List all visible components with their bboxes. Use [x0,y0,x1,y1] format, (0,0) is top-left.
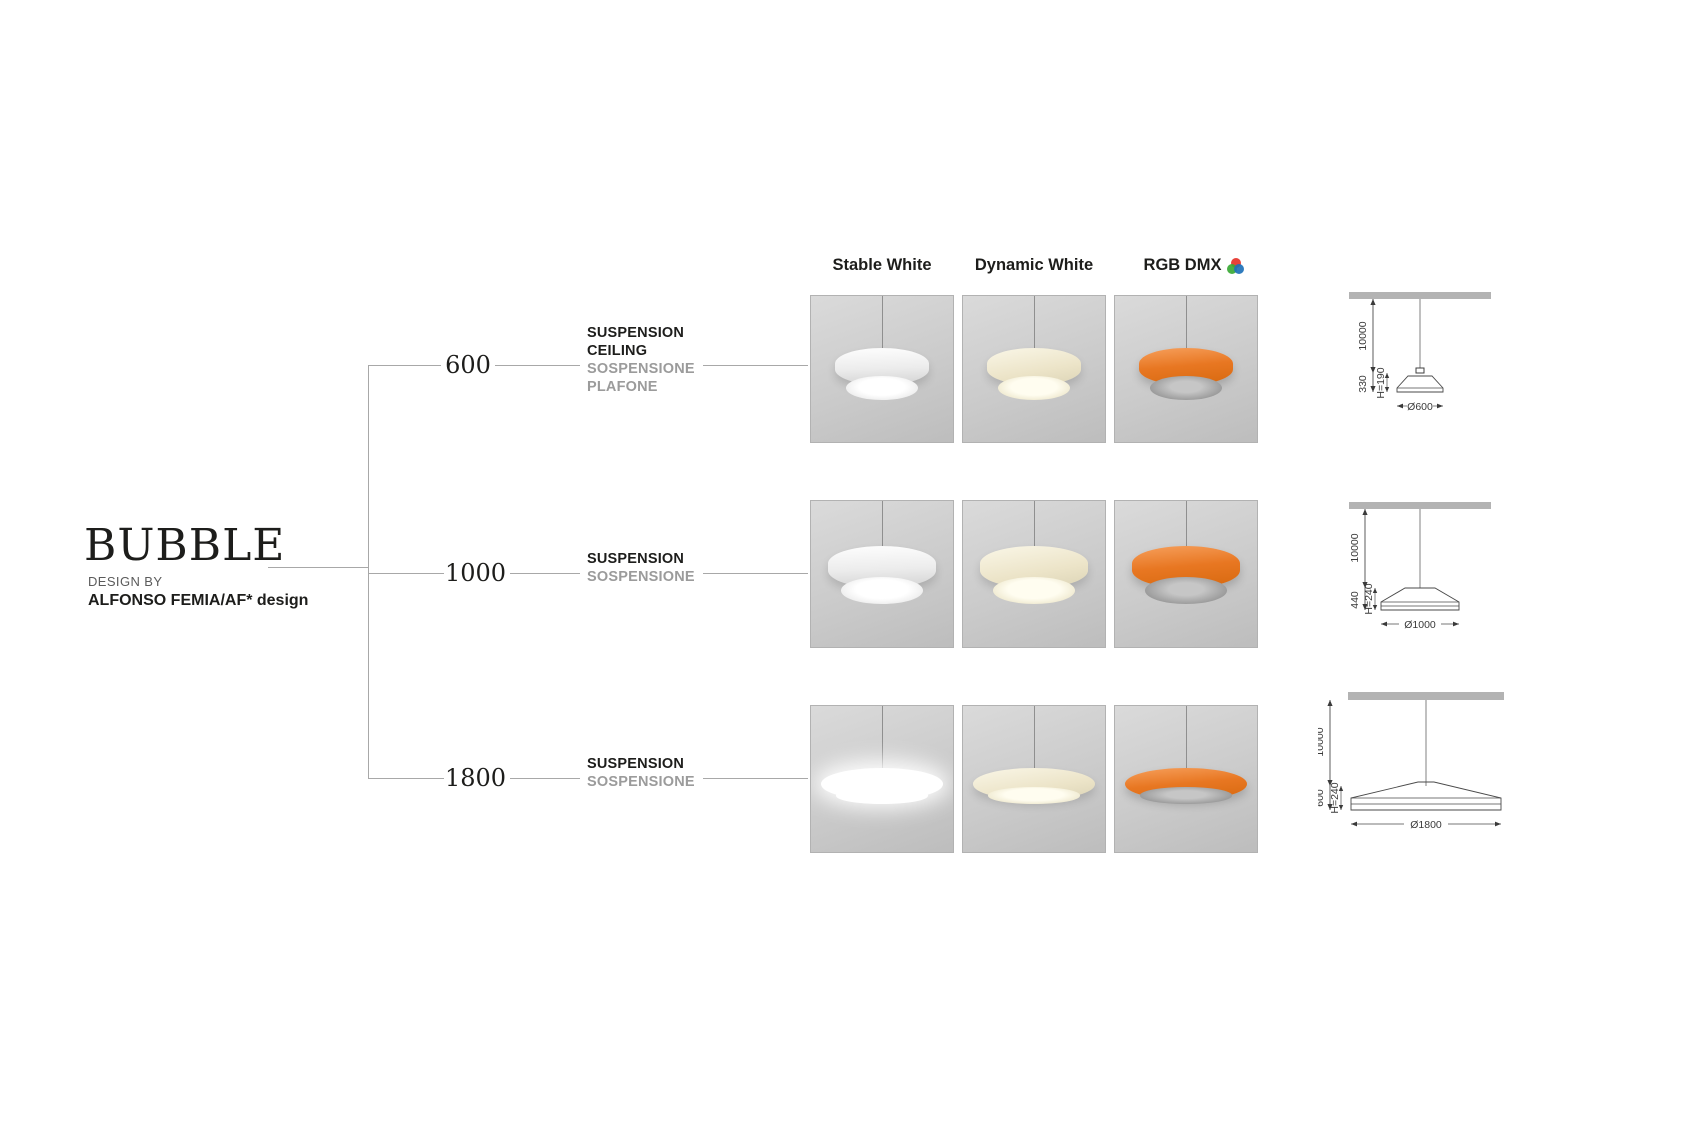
dim-diameter: Ø1000 [1404,619,1436,631]
dim-height: H=240 [1363,583,1375,614]
lamp-render [1132,546,1240,604]
connector-line [703,365,808,366]
mounting-en: SUSPENSION [587,325,685,341]
lamp-render [1139,348,1233,400]
mounting-it: SOSPENSIONE [587,569,695,585]
product-image-1000-stable-white [810,500,954,648]
ceiling-bar [1348,692,1504,700]
rgb-tricolor-icon [1227,257,1245,274]
dim-suspension-drop: 10000 [1318,727,1326,756]
dim-height: H=190 [1375,367,1387,398]
dim-body-drop: 440 [1349,591,1361,609]
mounting-en: SUSPENSION [587,756,685,772]
connector-line [268,567,368,568]
lamp-render [1125,768,1247,804]
mounting-en: SUSPENSION [587,551,685,567]
dim-body-drop: 330 [1357,375,1369,393]
suspension-cord [882,296,883,352]
suspension-cord [882,706,883,772]
lamp-render [987,348,1081,400]
product-image-1000-rgb-dmx [1114,500,1258,648]
connector-line [368,573,444,574]
lamp-render [828,546,936,604]
suspension-cord [1034,296,1035,352]
lamp-render [821,768,943,804]
dim-diameter: Ø1800 [1410,819,1442,831]
column-header-dynamic-white: Dynamic White [962,256,1106,275]
dimension-drawing-600: 10000 330 H=190 Ø600 [1349,292,1491,413]
ceiling-bar [1349,502,1491,509]
connector-line [495,365,580,366]
designer-name: ALFONSO FEMIA/AF* design [88,592,309,609]
suspension-cord [1034,501,1035,549]
connector-line [703,573,808,574]
product-image-1800-rgb-dmx [1114,705,1258,853]
lamp-render [835,348,929,400]
connector-line [368,778,444,779]
product-image-600-stable-white [810,295,954,443]
column-label: Dynamic White [974,256,1094,274]
dim-suspension-drop: 10000 [1349,533,1361,562]
mounting-label-600: SUSPENSION CEILING SOSPENSIONE PLAFONE [587,324,695,396]
connector-line [368,365,369,779]
size-label-1800: 1800 [445,764,507,792]
suspension-cord [1186,501,1187,549]
mounting-it: PLAFONE [587,379,658,395]
size-label-1000: 1000 [445,559,507,587]
column-header-rgb-dmx: RGB DMX [1114,256,1274,275]
lamp-render [980,546,1088,604]
product-image-600-rgb-dmx [1114,295,1258,443]
connector-line [510,778,580,779]
dim-body-drop: 600 [1318,789,1326,807]
suspension-cord [1034,706,1035,772]
mounting-label-1800: SUSPENSION SOSPENSIONE [587,755,695,791]
dim-diameter: Ø600 [1407,401,1433,413]
ceiling-bar [1349,292,1491,299]
dimension-drawing-1800: 10000 600 H=240 Ø1800 [1318,692,1504,831]
column-label: Stable White [832,256,932,274]
column-label: RGB DMX [1143,256,1222,274]
size-label-600: 600 [445,351,491,379]
mounting-it: SOSPENSIONE [587,774,695,790]
dim-suspension-drop: 10000 [1357,321,1369,350]
column-header-stable-white: Stable White [810,256,954,275]
suspension-cord [882,501,883,549]
product-image-1000-dynamic-white [962,500,1106,648]
mounting-en: CEILING [587,343,648,359]
connector-line [703,778,808,779]
lamp-render [973,768,1095,804]
product-image-600-dynamic-white [962,295,1106,443]
product-image-1800-dynamic-white [962,705,1106,853]
dim-height: H=240 [1329,782,1341,813]
dimension-drawing-1000: 10000 440 H=240 Ø1000 [1349,502,1491,631]
connector-line [510,573,580,574]
connector-line [368,365,441,366]
suspension-cord [1186,706,1187,772]
mounting-it: SOSPENSIONE [587,361,695,377]
product-image-1800-stable-white [810,705,954,853]
design-by-label: DESIGN BY [88,574,163,589]
suspension-cord [1186,296,1187,352]
mounting-label-1000: SUSPENSION SOSPENSIONE [587,550,695,586]
product-title: BUBBLE [84,520,286,571]
